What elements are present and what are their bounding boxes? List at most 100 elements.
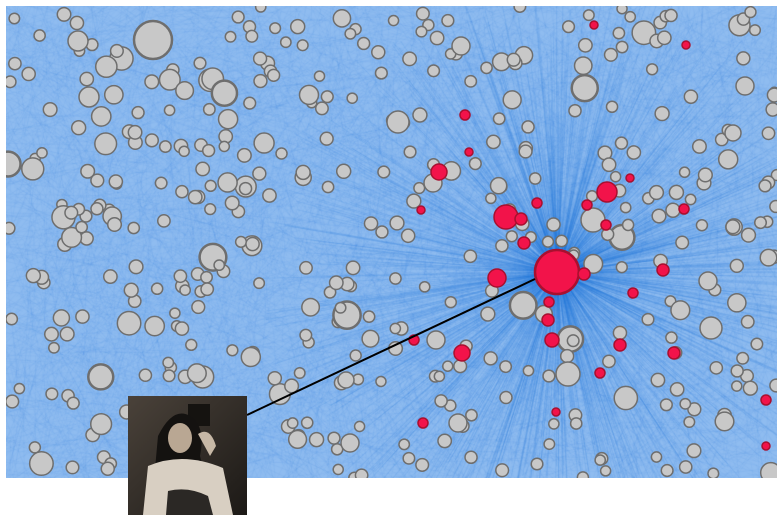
node[interactable] <box>415 457 430 472</box>
node[interactable] <box>175 81 195 101</box>
node[interactable] <box>582 9 595 22</box>
node[interactable] <box>8 12 21 25</box>
node[interactable] <box>492 112 506 126</box>
node[interactable] <box>714 411 735 432</box>
node[interactable] <box>502 90 522 110</box>
node[interactable] <box>650 451 663 463</box>
highlighted-node[interactable] <box>589 20 599 30</box>
node[interactable] <box>543 438 556 451</box>
highlighted-node[interactable] <box>613 338 627 352</box>
node[interactable] <box>349 349 362 362</box>
node[interactable] <box>67 30 89 52</box>
node[interactable] <box>377 165 391 179</box>
node[interactable] <box>605 100 619 114</box>
node[interactable] <box>489 176 508 195</box>
node[interactable] <box>508 290 538 320</box>
node[interactable] <box>174 321 190 336</box>
node[interactable] <box>320 90 334 104</box>
node[interactable] <box>299 328 313 342</box>
highlighted-node[interactable] <box>667 346 681 360</box>
node[interactable] <box>654 105 670 122</box>
node[interactable] <box>698 271 718 291</box>
node[interactable] <box>641 312 655 326</box>
node[interactable] <box>684 193 697 206</box>
node[interactable] <box>213 259 226 272</box>
node[interactable] <box>253 73 268 89</box>
node[interactable] <box>191 299 206 315</box>
node[interactable] <box>686 443 702 459</box>
node[interactable] <box>750 337 764 351</box>
node[interactable] <box>480 61 493 75</box>
node[interactable] <box>144 74 160 90</box>
node[interactable] <box>389 215 405 231</box>
node[interactable] <box>699 316 723 340</box>
node[interactable] <box>204 203 217 216</box>
node[interactable] <box>389 272 402 285</box>
highlighted-node[interactable] <box>581 199 593 211</box>
node[interactable] <box>144 315 166 337</box>
node[interactable] <box>568 103 582 118</box>
highlighted-node[interactable] <box>681 40 691 50</box>
node[interactable] <box>52 309 71 327</box>
node[interactable] <box>87 363 115 391</box>
node[interactable] <box>645 63 659 76</box>
node[interactable] <box>94 132 118 156</box>
node[interactable] <box>464 74 478 88</box>
node[interactable] <box>175 184 189 199</box>
node[interactable] <box>218 140 231 153</box>
node[interactable] <box>195 161 211 177</box>
node[interactable] <box>400 228 416 244</box>
node[interactable] <box>555 234 569 248</box>
node[interactable] <box>521 120 535 134</box>
node[interactable] <box>346 92 359 104</box>
node[interactable] <box>437 433 453 449</box>
node[interactable] <box>656 30 672 46</box>
node[interactable] <box>412 107 428 123</box>
node[interactable] <box>289 18 306 35</box>
node[interactable] <box>670 300 691 321</box>
node[interactable] <box>89 412 113 436</box>
node[interactable] <box>448 413 468 433</box>
node[interactable] <box>109 43 124 58</box>
node[interactable] <box>28 451 54 477</box>
node[interactable] <box>335 163 352 180</box>
node[interactable] <box>463 249 478 264</box>
node[interactable] <box>354 468 369 478</box>
node[interactable] <box>217 108 239 130</box>
node[interactable] <box>186 363 207 384</box>
node[interactable] <box>561 20 576 34</box>
node[interactable] <box>513 6 527 13</box>
node[interactable] <box>464 450 478 465</box>
node[interactable] <box>576 471 590 478</box>
node[interactable] <box>566 334 580 348</box>
highlighted-node[interactable] <box>541 313 555 327</box>
node[interactable] <box>530 457 544 471</box>
highlighted-node[interactable] <box>594 367 606 379</box>
node[interactable] <box>43 326 59 342</box>
node[interactable] <box>495 238 509 253</box>
highlighted-node[interactable] <box>453 344 471 362</box>
node[interactable] <box>185 338 198 352</box>
node[interactable] <box>296 39 309 52</box>
node[interactable] <box>158 140 172 154</box>
highlighted-node[interactable] <box>596 181 618 203</box>
node[interactable] <box>162 369 176 383</box>
node[interactable] <box>245 29 259 43</box>
node[interactable] <box>609 170 622 183</box>
highlighted-node[interactable] <box>417 417 429 429</box>
node[interactable] <box>108 174 124 189</box>
node[interactable] <box>505 230 518 243</box>
node[interactable] <box>415 6 430 21</box>
node[interactable] <box>356 36 371 51</box>
node[interactable] <box>386 110 410 134</box>
node[interactable] <box>736 351 750 365</box>
node[interactable] <box>442 360 454 372</box>
node[interactable] <box>345 260 361 276</box>
highlighted-node[interactable] <box>487 268 507 288</box>
node[interactable] <box>528 172 542 185</box>
node[interactable] <box>601 157 617 173</box>
node[interactable] <box>541 235 555 248</box>
node[interactable] <box>758 179 772 193</box>
node[interactable] <box>429 30 445 46</box>
node[interactable] <box>328 275 344 291</box>
